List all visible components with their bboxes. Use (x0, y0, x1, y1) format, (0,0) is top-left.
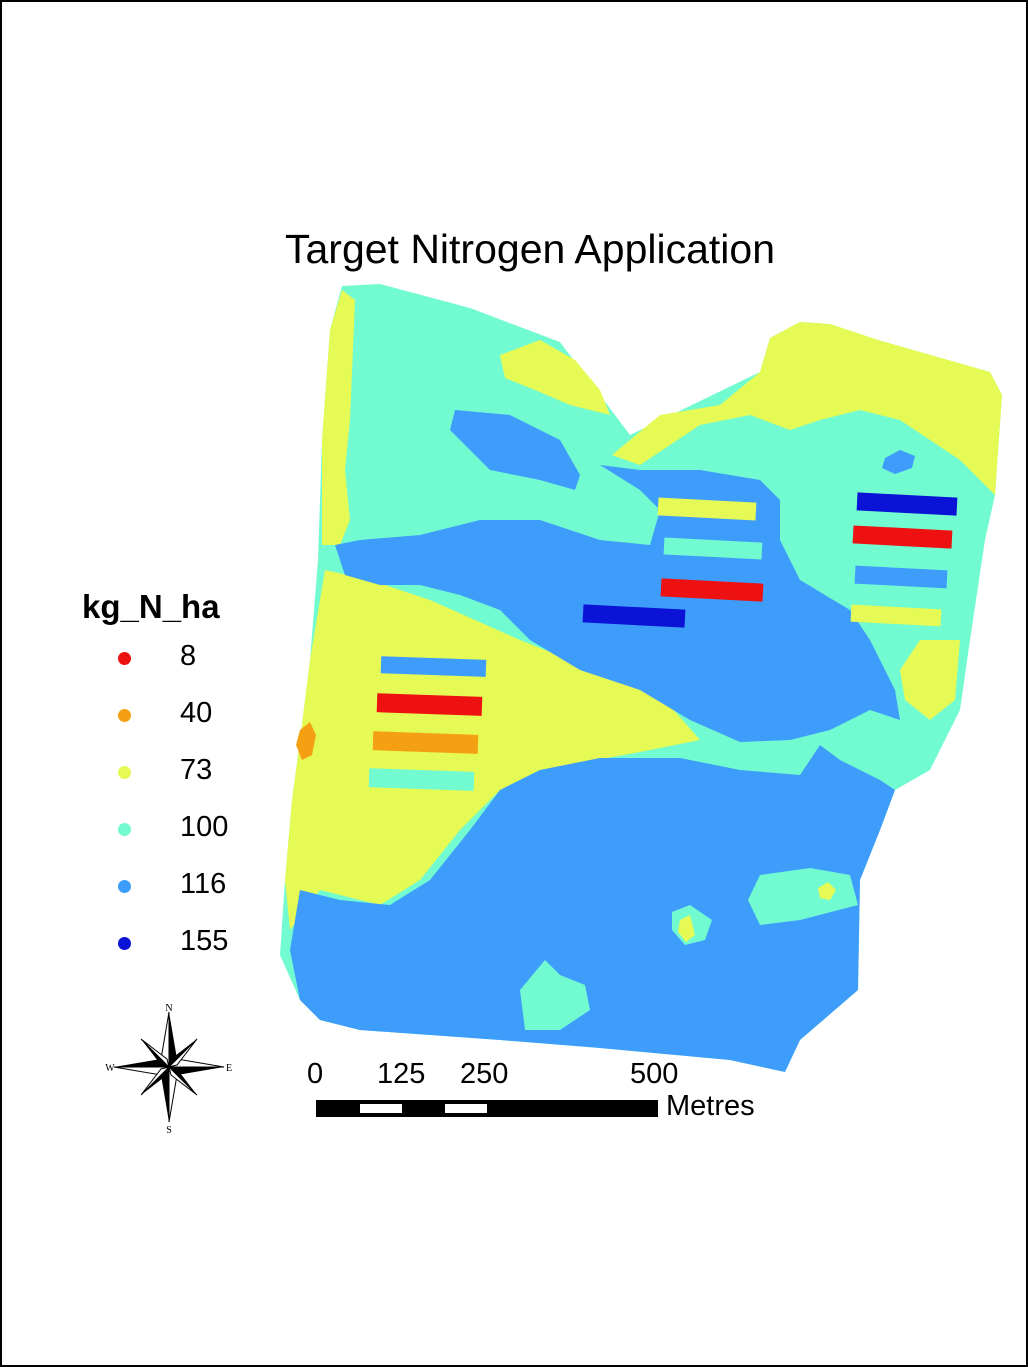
legend-swatch (118, 823, 131, 836)
compass-e: E (226, 1063, 232, 1074)
legend-item: 8 (80, 640, 300, 697)
field-zone-116 (450, 410, 580, 490)
field-zone-40 (296, 722, 316, 760)
legend-item: 73 (80, 754, 300, 811)
legend-label: 116 (180, 868, 227, 900)
scale-label: 250 (460, 1058, 509, 1090)
trial-strip-100 (663, 537, 763, 560)
legend-swatch (118, 709, 131, 722)
legend-item: 155 (80, 925, 300, 982)
trial-strip-8 (376, 693, 483, 716)
legend-title: kg_N_ha (82, 588, 220, 625)
legend-item: 100 (80, 811, 300, 868)
scale-label: 500 (630, 1058, 679, 1090)
trial-strip-73 (850, 604, 942, 627)
legend-label: 73 (180, 754, 213, 786)
trial-strip-100 (368, 768, 475, 791)
legend-label: 155 (180, 925, 229, 957)
field-zone-116 (335, 465, 900, 742)
trial-strip-8 (852, 525, 953, 549)
compass-s: S (166, 1125, 172, 1135)
field-zone-100 (748, 868, 858, 925)
scale-label: 125 (377, 1058, 426, 1090)
compass-n: N (165, 1003, 172, 1014)
legend-label: 100 (180, 811, 229, 843)
scale-label: 0 (307, 1058, 324, 1090)
field-zone-73 (900, 640, 960, 720)
field-zone-100 (520, 960, 590, 1030)
field-zone-116 (882, 450, 915, 474)
legend-label: 40 (180, 697, 213, 729)
legend-label: 8 (180, 640, 197, 672)
trial-strip-40 (372, 731, 479, 754)
legend-item: 116 (80, 868, 300, 925)
trial-strip-8 (660, 578, 764, 602)
trial-strip-155 (582, 604, 686, 628)
trial-strip-73 (657, 497, 757, 521)
field-zone-73 (322, 290, 355, 545)
compass-w: W (105, 1063, 115, 1074)
compass-rose-icon: N S E W (105, 1003, 232, 1135)
field-zone-73 (678, 915, 695, 942)
trial-strip-116 (380, 656, 487, 677)
field-zone-73 (818, 882, 836, 900)
field-zone-73 (612, 322, 1002, 495)
map-title: Target Nitrogen Application (284, 226, 776, 272)
legend-swatch (118, 880, 131, 893)
trial-strip-116 (854, 565, 948, 589)
field-zone-73 (500, 340, 610, 415)
field-zone-116 (290, 745, 895, 1072)
legend: kg_N_ha 8 40 73 100 116 155 (80, 588, 300, 982)
scale-bar (316, 1100, 658, 1117)
scale-unit: Metres (666, 1090, 755, 1122)
trial-strip-155 (856, 492, 958, 516)
legend-swatch (118, 652, 131, 665)
legend-item: 40 (80, 697, 300, 754)
legend-swatch (118, 937, 131, 950)
legend-swatch (118, 766, 131, 779)
